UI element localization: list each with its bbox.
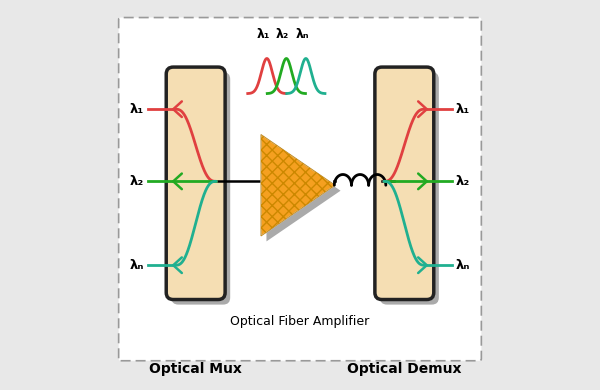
Text: λ₂: λ₂ [130,175,144,188]
FancyBboxPatch shape [119,18,481,361]
Text: Optical Demux: Optical Demux [347,362,461,376]
Text: λ₁: λ₁ [130,103,144,116]
Text: λ₁: λ₁ [456,103,470,116]
Text: λₙ: λₙ [456,259,470,272]
FancyBboxPatch shape [166,67,225,300]
Text: λ₂: λ₂ [456,175,470,188]
Text: λₙ: λₙ [130,259,144,272]
Text: λ₂: λ₂ [276,28,289,41]
FancyBboxPatch shape [380,72,439,305]
Text: Optical Fiber Amplifier: Optical Fiber Amplifier [230,315,370,328]
FancyBboxPatch shape [375,67,434,300]
Text: λ₁: λ₁ [256,28,269,41]
Polygon shape [261,135,335,236]
Polygon shape [266,140,341,241]
Text: λₙ: λₙ [295,28,309,41]
Text: Optical Mux: Optical Mux [149,362,242,376]
FancyBboxPatch shape [172,72,230,305]
